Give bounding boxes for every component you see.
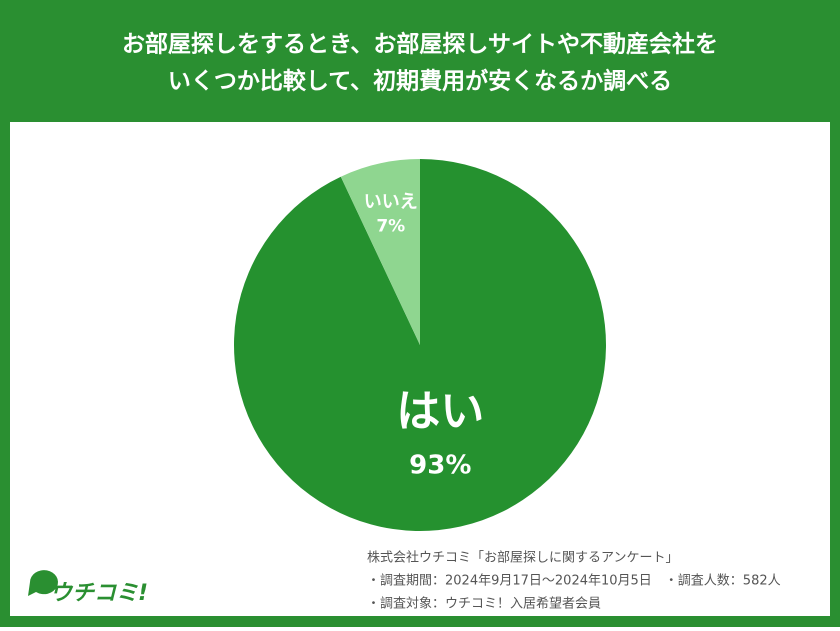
value-label: 7%: [376, 216, 405, 236]
note: ・調査対象：ウチコミ！入居希望者会員: [367, 596, 601, 612]
pie-slice: [340, 159, 420, 345]
chart-title: お部屋探しをするとき、お部屋探しサイトや不動産会社を: [122, 31, 718, 58]
note: ・調査期間：2024年9月17日～2024年10月5日 ・調査人数：582人: [367, 574, 781, 589]
slice-label: いいえ: [364, 191, 418, 212]
chart-title: いくつか比較して、初期費用が安くなるか調べる: [168, 68, 672, 95]
logo: ウチコミ!: [50, 581, 148, 606]
note: 株式会社ウチコミ「お部屋探しに関するアンケート」: [367, 550, 678, 566]
slice-label: はい: [396, 386, 484, 437]
pie-slice: [233, 159, 606, 532]
logo-icon: [28, 570, 58, 596]
value-label: 93%: [409, 450, 471, 480]
pie: はい 93% いいえ 7%: [233, 159, 606, 532]
